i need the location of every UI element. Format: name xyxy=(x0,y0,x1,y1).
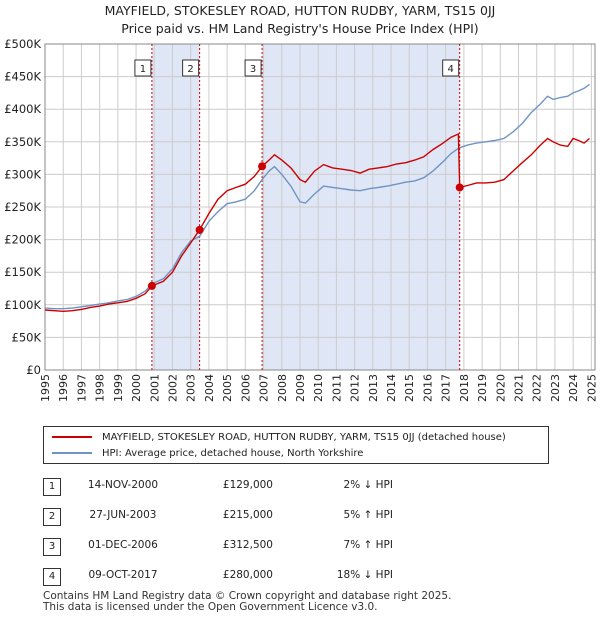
x-tick-label: 2025 xyxy=(585,374,598,402)
y-tick-label: £400K xyxy=(4,102,41,116)
sale-number-box: 2 xyxy=(182,59,200,77)
x-tick-label: 2008 xyxy=(276,374,289,402)
sale-number-box-frame xyxy=(134,59,152,77)
legend-item-property: MAYFIELD, STOKESLEY ROAD, HUTTON RUDBY, … xyxy=(52,429,506,445)
x-tick-label: 2001 xyxy=(148,374,161,402)
sale-number-box: 4 xyxy=(442,59,460,77)
sales-table: 1 14-NOV-2000 £129,000 2% ↓ HPI 2 27-JUN… xyxy=(43,472,563,592)
x-tick-label: 2000 xyxy=(130,374,143,402)
sale-point xyxy=(258,162,267,171)
x-tick-label: 1999 xyxy=(112,374,125,402)
y-tick-label: £150K xyxy=(4,265,41,279)
price-chart: £0 £50K £100K £150K £200K £250K £300K £350K £400… xyxy=(4,37,598,402)
x-tick-label: 2010 xyxy=(312,374,325,402)
sale-date: 27-JUN-2003 xyxy=(89,509,157,521)
legend-swatch-property xyxy=(52,436,92,438)
sale-number-badge: 4 xyxy=(43,568,61,586)
legend-swatch-hpi xyxy=(52,452,92,454)
x-tick-label: 2016 xyxy=(421,374,434,402)
sale-row: 2 27-JUN-2003 £215,000 5% ↑ HPI xyxy=(43,502,563,532)
sale-date: 09-OCT-2017 xyxy=(88,569,158,581)
sale-hpi-diff: 7% ↑ HPI xyxy=(343,539,393,551)
plot-border xyxy=(44,43,596,371)
x-tick-label: 1996 xyxy=(57,374,70,402)
x-tick-label: 2021 xyxy=(513,374,526,402)
x-tick-label: 2011 xyxy=(330,374,343,402)
y-tick-label: £100K xyxy=(4,298,41,312)
x-tick-label: 2003 xyxy=(185,374,198,402)
x-tick-label: 2009 xyxy=(294,374,307,402)
sale-number-box-frame xyxy=(182,59,200,77)
sale-number-badge: 1 xyxy=(43,478,61,496)
chart-title-block: MAYFIELD, STOKESLEY ROAD, HUTTON RUDBY, … xyxy=(0,2,600,38)
x-tick-label: 2024 xyxy=(567,374,580,402)
footer-licence: This data is licensed under the Open Gov… xyxy=(43,601,378,613)
x-tick-label: 2022 xyxy=(531,374,544,402)
sale-price: £312,500 xyxy=(222,539,273,551)
x-tick-label: 2012 xyxy=(349,374,362,402)
sale-price: £280,000 xyxy=(222,569,273,581)
x-tick-label: 1995 xyxy=(39,374,52,402)
sale-number-badge: 2 xyxy=(43,508,61,526)
x-tick-label: 1997 xyxy=(75,374,88,402)
x-tick-label: 2005 xyxy=(221,374,234,402)
sale-price: £129,000 xyxy=(222,479,273,491)
sale-point xyxy=(195,225,204,234)
x-tick-label: 2004 xyxy=(203,374,216,402)
sale-date: 01-DEC-2006 xyxy=(88,539,158,551)
x-tick-label: 2017 xyxy=(440,374,453,402)
y-tick-label: £450K xyxy=(4,70,41,84)
legend-label-property: MAYFIELD, STOKESLEY ROAD, HUTTON RUDBY, … xyxy=(102,431,506,443)
sale-number-label: 3 xyxy=(250,64,256,75)
chart-subtitle: Price paid vs. HM Land Registry's House … xyxy=(121,21,479,36)
x-tick-label: 2020 xyxy=(494,374,507,402)
sale-row: 4 09-OCT-2017 £280,000 18% ↓ HPI xyxy=(43,562,563,592)
y-tick-label: £50K xyxy=(12,330,42,344)
y-tick-label: £500K xyxy=(4,37,41,51)
y-tick-label: £300K xyxy=(4,167,41,181)
sale-number-box-frame xyxy=(442,59,460,77)
sale-number-label: 2 xyxy=(187,64,193,75)
sale-hpi-diff: 18% ↓ HPI xyxy=(336,569,393,581)
footer: Contains HM Land Registry data © Crown c… xyxy=(43,591,451,613)
legend-item-hpi: HPI: Average price, detached house, Nort… xyxy=(52,445,363,461)
sale-number-box: 3 xyxy=(244,59,262,77)
sale-number-box: 1 xyxy=(134,59,152,77)
series-line-property xyxy=(44,132,590,313)
y-tick-label: £350K xyxy=(4,135,41,149)
sale-number-label: 1 xyxy=(140,64,146,75)
sale-price: £215,000 xyxy=(222,509,273,521)
sale-point xyxy=(455,183,464,192)
chart-legend: MAYFIELD, STOKESLEY ROAD, HUTTON RUDBY, … xyxy=(43,426,549,464)
sale-hpi-diff: 2% ↓ HPI xyxy=(343,479,393,491)
y-tick-label: £200K xyxy=(4,233,41,247)
x-tick-label: 1998 xyxy=(94,374,107,402)
y-tick-label: £250K xyxy=(4,200,41,214)
x-tick-label: 2014 xyxy=(385,374,398,402)
sale-row: 3 01-DEC-2006 £312,500 7% ↑ HPI xyxy=(43,532,563,562)
sale-number-badge: 3 xyxy=(43,538,61,556)
sale-point xyxy=(147,281,156,290)
y-tick-label: £0 xyxy=(26,363,41,377)
x-tick-label: 2018 xyxy=(458,374,471,402)
sale-number-label: 4 xyxy=(447,64,453,75)
x-tick-label: 2002 xyxy=(166,374,179,402)
sale-hpi-diff: 5% ↑ HPI xyxy=(343,509,393,521)
x-tick-label: 2007 xyxy=(258,374,271,402)
x-tick-label: 2013 xyxy=(367,374,380,402)
legend-label-hpi: HPI: Average price, detached house, Nort… xyxy=(102,447,364,459)
sale-date: 14-NOV-2000 xyxy=(87,479,159,491)
x-tick-label: 2015 xyxy=(403,374,416,402)
sale-row: 1 14-NOV-2000 £129,000 2% ↓ HPI xyxy=(43,472,563,502)
x-tick-label: 2023 xyxy=(549,374,562,402)
series-line-hpi xyxy=(44,83,590,310)
chart-title: MAYFIELD, STOKESLEY ROAD, HUTTON RUDBY, … xyxy=(104,3,496,18)
sale-number-box-frame xyxy=(244,59,262,77)
x-tick-label: 2019 xyxy=(476,374,489,402)
footer-copyright: Contains HM Land Registry data © Crown c… xyxy=(43,590,452,602)
x-tick-label: 2006 xyxy=(239,374,252,402)
